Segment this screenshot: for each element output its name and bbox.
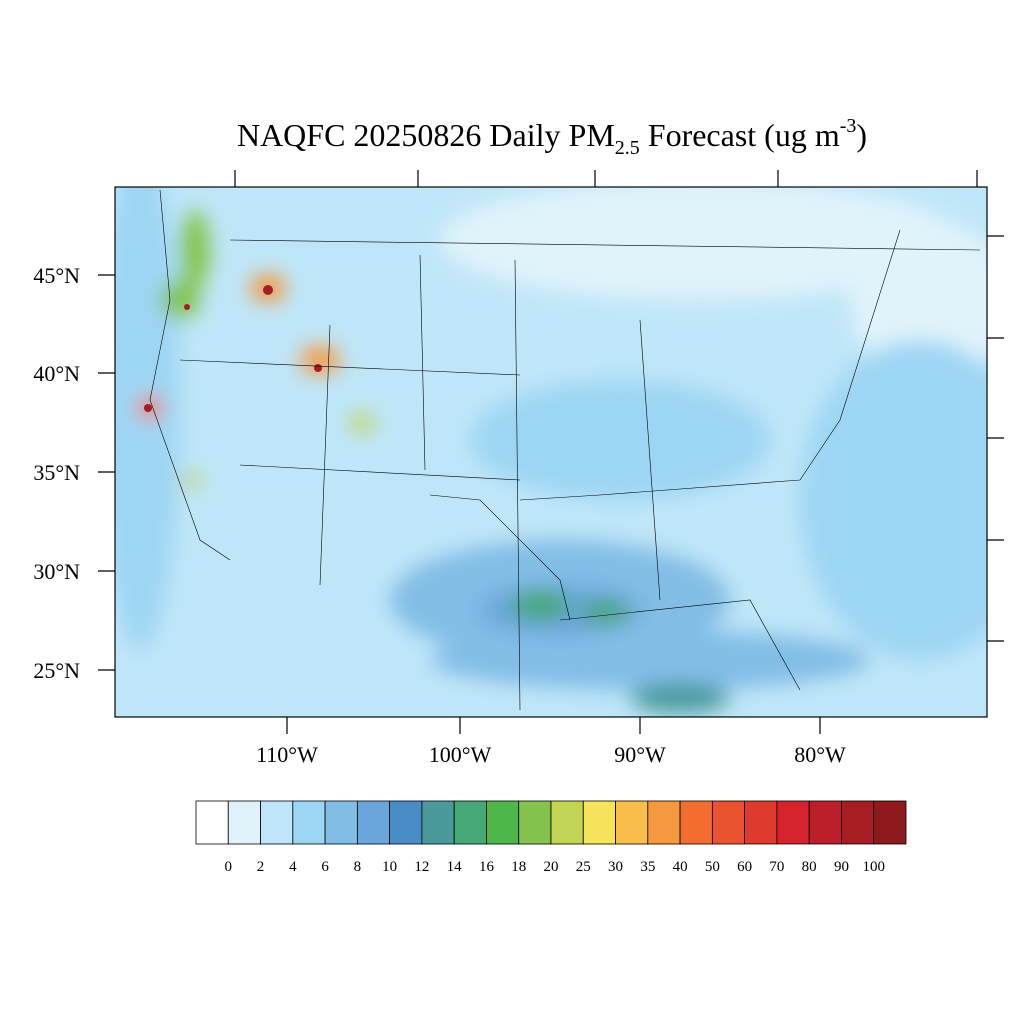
colorbar-box — [711, 800, 746, 845]
colorbar-box — [260, 800, 294, 845]
colorbar-box — [486, 800, 520, 845]
lon-label: 90°W — [614, 742, 666, 767]
colorbar-box — [389, 800, 423, 845]
colorbar-label: 40 — [673, 859, 688, 875]
colorbar-box — [582, 800, 616, 845]
title: NAQFC 20250826 Daily PM2.5 Forecast (ug … — [237, 115, 867, 159]
map-frame — [114, 186, 988, 718]
colorbar-box — [356, 800, 391, 845]
colorbar-box — [647, 800, 681, 845]
colorbar-box — [873, 800, 907, 845]
colorbar-box — [615, 800, 649, 845]
colorbar-label: 100 — [862, 859, 885, 875]
colorbar-box — [679, 800, 713, 845]
colorbar-box — [324, 800, 358, 845]
colorbar-label: 8 — [354, 859, 362, 875]
colorbar-box — [421, 800, 455, 845]
colorbar-label: 14 — [447, 859, 463, 875]
title-middle: Forecast (ug m — [640, 117, 840, 153]
lat-label: 30°N — [33, 559, 80, 584]
colorbar-label: 60 — [737, 859, 752, 875]
colorbar-label: 10 — [382, 859, 397, 875]
colorbar-box — [550, 800, 584, 845]
title-sup: -3 — [840, 115, 857, 137]
colorbar-label: 50 — [705, 859, 720, 875]
colorbar-label: 20 — [544, 859, 559, 875]
colorbar-box — [292, 800, 326, 845]
colorbar-label: 90 — [834, 859, 849, 875]
colorbar-label: 12 — [414, 859, 429, 875]
lon-label: 100°W — [429, 742, 492, 767]
colorbar-label: 18 — [511, 859, 526, 875]
colorbar-box — [776, 800, 810, 845]
title-end: ) — [856, 117, 867, 153]
colorbar-label: 35 — [640, 859, 655, 875]
colorbar: 0 2 4 6 8 10 12 14 16 18 20 25 30 35 40 50 60 70 80 90 100 — [195, 800, 907, 875]
lat-label: 40°N — [33, 361, 80, 386]
pm25-field — [115, 187, 987, 717]
title-sub: 2.5 — [615, 137, 640, 159]
title-main: NAQFC 20250826 Daily PM — [237, 117, 615, 153]
colorbar-label: 30 — [608, 859, 623, 875]
lat-label: 45°N — [33, 263, 80, 288]
colorbar-label: 0 — [225, 859, 233, 875]
colorbar-label: 2 — [257, 859, 265, 875]
colorbar-label: 25 — [576, 859, 591, 875]
colorbar-label: 6 — [321, 859, 329, 875]
colorbar-box — [227, 800, 261, 845]
colorbar-box — [195, 800, 229, 845]
colorbar-label: 70 — [769, 859, 784, 875]
colorbar-box — [744, 800, 778, 845]
colorbar-box — [453, 800, 487, 845]
colorbar-box — [518, 800, 552, 845]
lat-label: 35°N — [33, 460, 80, 485]
colorbar-label: 16 — [479, 859, 495, 875]
lat-label: 25°N — [33, 658, 80, 683]
lon-label: 80°W — [794, 742, 846, 767]
colorbar-box — [841, 800, 875, 845]
colorbar-label: 4 — [289, 859, 297, 875]
axis-ticks — [98, 170, 1004, 734]
lon-label: 110°W — [256, 742, 318, 767]
colorbar-box — [808, 800, 842, 845]
colorbar-label: 80 — [802, 859, 817, 875]
